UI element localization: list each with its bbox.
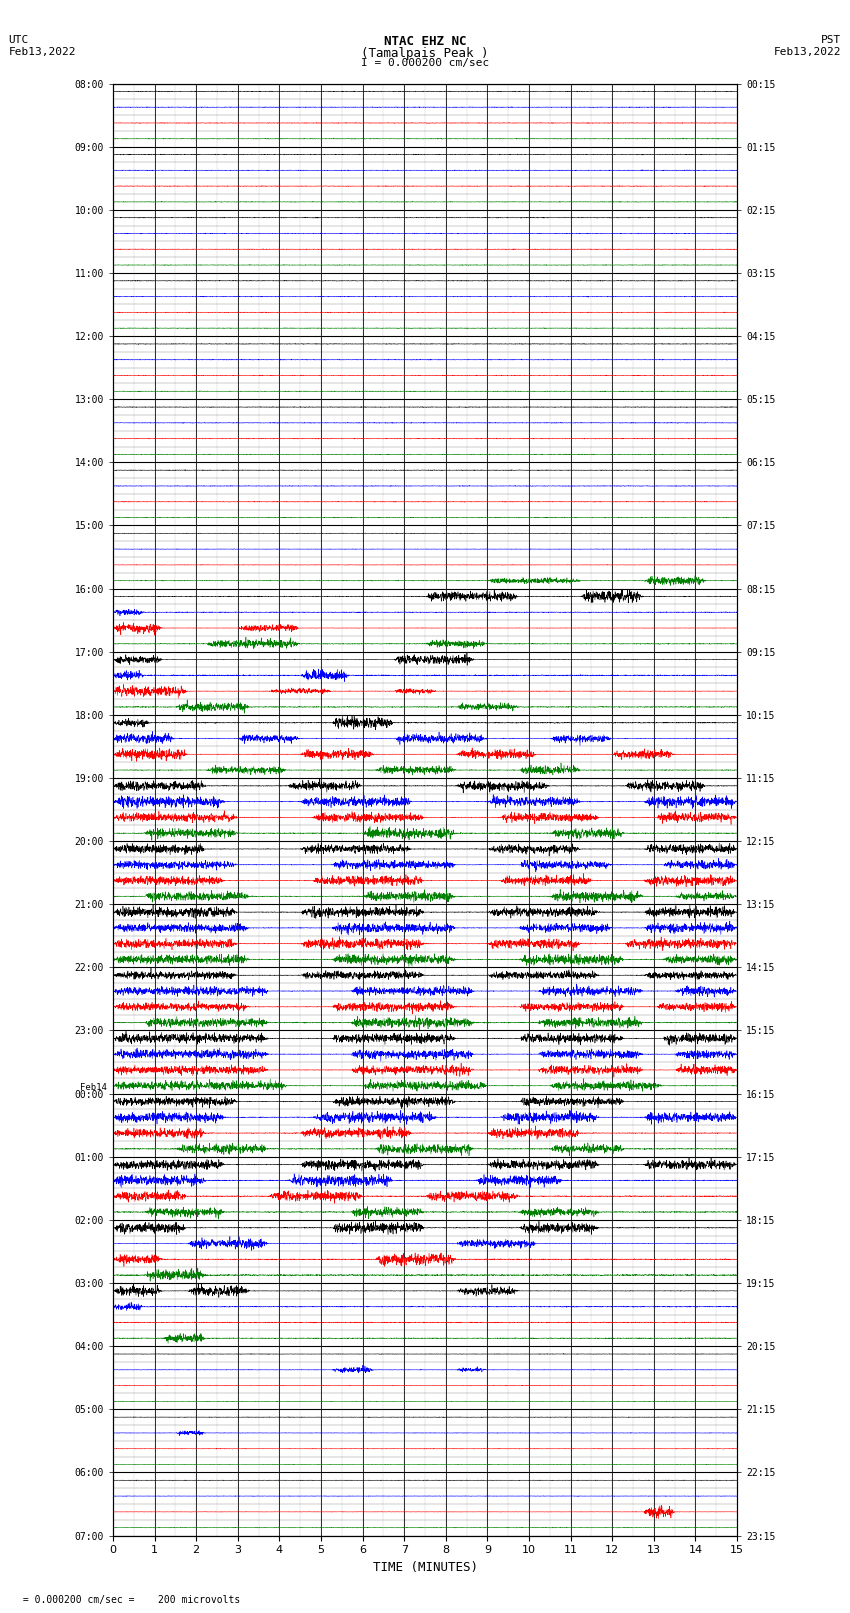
Text: NTAC EHZ NC: NTAC EHZ NC [383,35,467,48]
Text: Feb13,2022: Feb13,2022 [774,47,842,56]
Text: Feb13,2022: Feb13,2022 [8,47,76,56]
Text: (Tamalpais Peak ): (Tamalpais Peak ) [361,47,489,60]
X-axis label: TIME (MINUTES): TIME (MINUTES) [372,1561,478,1574]
Text: I = 0.000200 cm/sec: I = 0.000200 cm/sec [361,58,489,68]
Text: = 0.000200 cm/sec =    200 microvolts: = 0.000200 cm/sec = 200 microvolts [17,1595,241,1605]
Text: Feb14: Feb14 [80,1082,106,1092]
Text: UTC: UTC [8,35,29,45]
Text: PST: PST [821,35,842,45]
